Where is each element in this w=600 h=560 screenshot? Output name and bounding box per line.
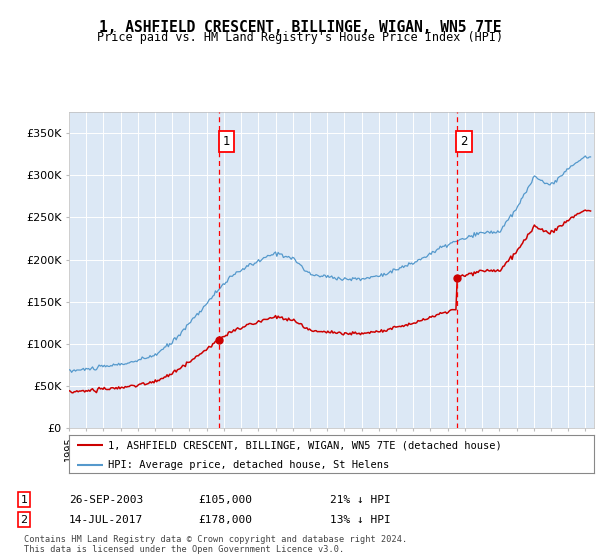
- Text: £178,000: £178,000: [198, 515, 252, 525]
- Text: 14-JUL-2017: 14-JUL-2017: [69, 515, 143, 525]
- Text: 1: 1: [20, 494, 28, 505]
- Text: Contains HM Land Registry data © Crown copyright and database right 2024.
This d: Contains HM Land Registry data © Crown c…: [24, 535, 407, 554]
- Text: 26-SEP-2003: 26-SEP-2003: [69, 494, 143, 505]
- Text: 2: 2: [460, 135, 468, 148]
- Text: 1, ASHFIELD CRESCENT, BILLINGE, WIGAN, WN5 7TE (detached house): 1, ASHFIELD CRESCENT, BILLINGE, WIGAN, W…: [109, 440, 502, 450]
- Text: HPI: Average price, detached house, St Helens: HPI: Average price, detached house, St H…: [109, 460, 389, 470]
- Text: £105,000: £105,000: [198, 494, 252, 505]
- Text: 1: 1: [223, 135, 230, 148]
- Text: 13% ↓ HPI: 13% ↓ HPI: [330, 515, 391, 525]
- Text: Price paid vs. HM Land Registry's House Price Index (HPI): Price paid vs. HM Land Registry's House …: [97, 31, 503, 44]
- Text: 2: 2: [20, 515, 28, 525]
- Text: 21% ↓ HPI: 21% ↓ HPI: [330, 494, 391, 505]
- Text: 1, ASHFIELD CRESCENT, BILLINGE, WIGAN, WN5 7TE: 1, ASHFIELD CRESCENT, BILLINGE, WIGAN, W…: [99, 20, 501, 35]
